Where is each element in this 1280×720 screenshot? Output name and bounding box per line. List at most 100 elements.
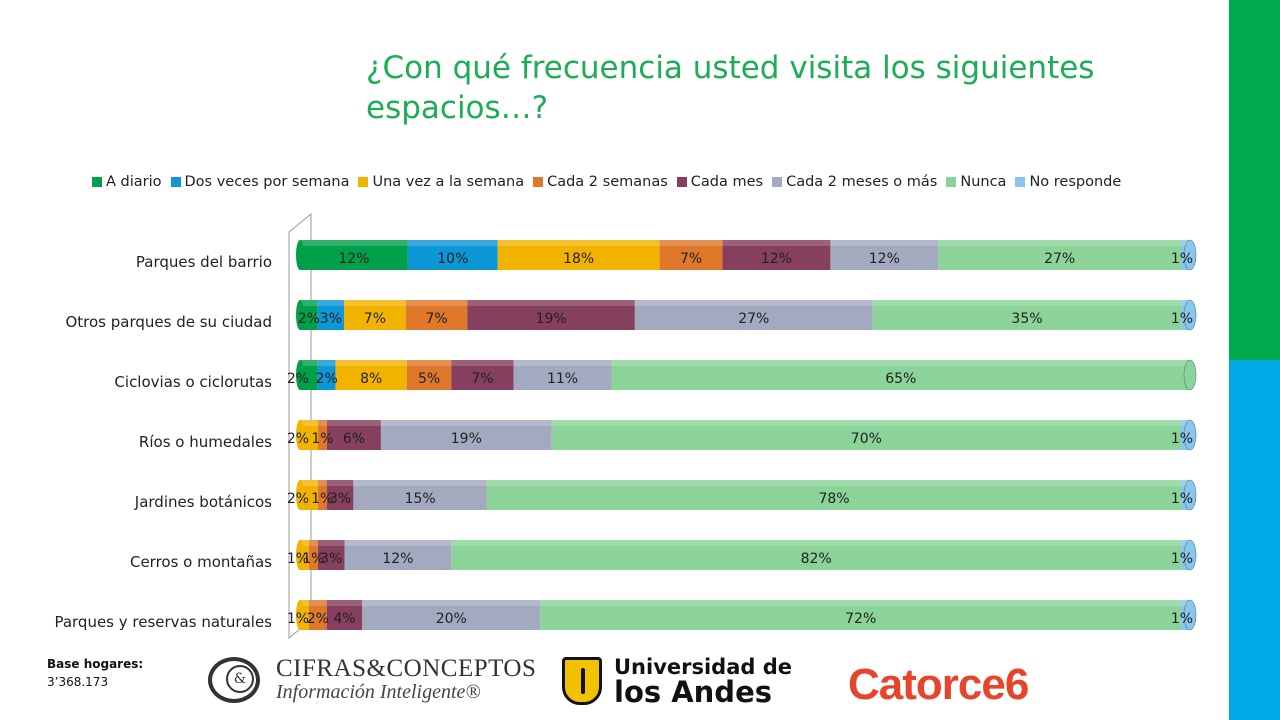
legend-label: Cada mes (690, 174, 764, 190)
data-label: 27% (1044, 251, 1075, 267)
bar-segment (344, 300, 406, 330)
data-label: 18% (563, 251, 594, 267)
data-label: 2% (287, 491, 309, 507)
side-band-blue (1229, 360, 1280, 720)
bar-highlight (405, 300, 468, 306)
bar-segment (326, 420, 381, 450)
data-label: 11% (547, 371, 578, 387)
bar-highlight (406, 360, 452, 366)
bar-end-cap (1183, 419, 1197, 451)
legend-item: Dos veces por semana (170, 174, 349, 190)
data-label: 82% (801, 551, 832, 567)
data-label: 2% (287, 431, 309, 447)
category-label: Ciclovias o ciclorutas (114, 373, 272, 391)
bar-segment (300, 360, 318, 390)
bar-highlight (300, 240, 408, 246)
bar-segment (300, 480, 318, 510)
legend-label: Nunca (960, 174, 1007, 190)
bar-highlight (467, 300, 635, 306)
cifras-logo-tagline: Información Inteligente® (276, 681, 481, 703)
bar-highlight (1181, 300, 1190, 306)
data-label: 15% (405, 491, 436, 507)
data-label: 1% (1171, 431, 1193, 447)
bar-end-cap (1183, 299, 1197, 331)
bar-segment (872, 300, 1182, 330)
bar-segment (308, 540, 318, 570)
bar-end-cap (1183, 539, 1197, 571)
bar-segment (406, 360, 452, 390)
bar-segment (938, 240, 1182, 270)
bar-highlight (486, 480, 1182, 486)
bar-segment (335, 360, 407, 390)
legend-label: No responde (1029, 174, 1122, 190)
data-label: 7% (680, 251, 702, 267)
bar-segment (467, 300, 635, 330)
bar-segment (317, 480, 327, 510)
base-label: Base hogares: (47, 657, 144, 671)
bar-highlight (451, 360, 514, 366)
data-label: 8% (360, 371, 382, 387)
bar-highlight (451, 540, 1182, 546)
data-label: 1% (302, 551, 324, 567)
cifras-ring-icon (208, 657, 260, 703)
category-label: Otros parques de su ciudad (65, 313, 272, 331)
bar-segment (634, 300, 873, 330)
data-label: 4% (333, 611, 355, 627)
legend-swatch (772, 177, 783, 187)
bar-start-cap (296, 360, 304, 390)
bar-segment (300, 420, 318, 450)
bar-highlight (344, 300, 406, 306)
legend-swatch (358, 177, 369, 187)
category-label: Parques del barrio (136, 253, 272, 271)
data-label: 1% (1171, 251, 1193, 267)
bar-segment (540, 600, 1182, 630)
bar-segment (317, 360, 336, 390)
legend-swatch (946, 177, 957, 187)
data-label: 12% (338, 251, 369, 267)
bar-highlight (344, 540, 452, 546)
cifras-logo-name: CIFRAS&CONCEPTOS (276, 655, 537, 682)
bar-highlight (300, 360, 318, 366)
bar-highlight (317, 300, 345, 306)
legend-label: Cada 2 semanas (547, 174, 668, 190)
bar-segment (326, 600, 363, 630)
bar-highlight (317, 360, 336, 366)
data-label: 20% (436, 611, 467, 627)
bar-highlight (1181, 240, 1190, 246)
bar-highlight (1181, 600, 1190, 606)
data-label: 1% (287, 551, 309, 567)
bar-highlight (830, 240, 939, 246)
bar-highlight (326, 480, 354, 486)
uniandes-shield-icon (562, 657, 602, 705)
legend-swatch (170, 177, 181, 187)
bar-highlight (353, 480, 487, 486)
category-label: Parques y reservas naturales (54, 613, 272, 631)
bar-segment (451, 540, 1182, 570)
data-label: 1% (1171, 491, 1193, 507)
bar-highlight (317, 540, 345, 546)
category-label: Ríos o humedales (139, 433, 272, 451)
bar-segment (300, 600, 309, 630)
legend-label: Cada 2 meses o más (786, 174, 938, 190)
legend-swatch (533, 177, 544, 187)
data-label: 19% (451, 431, 482, 447)
bar-highlight (335, 360, 407, 366)
bar-start-cap (296, 600, 304, 630)
data-label: 10% (437, 251, 468, 267)
data-label: 5% (418, 371, 440, 387)
bar-segment (362, 600, 541, 630)
bar-segment (300, 300, 318, 330)
base-value: 3’368.173 (47, 675, 109, 689)
bar-segment (308, 600, 327, 630)
chart-legend: A diario Dos veces por semana Una vez a la… (92, 172, 1130, 192)
data-label: 1% (311, 431, 333, 447)
bar-highlight (634, 300, 873, 306)
bar-highlight (308, 540, 318, 546)
uniandes-logo-line1: Universidad de (614, 655, 793, 679)
data-label: 12% (382, 551, 413, 567)
bar-segment (380, 420, 552, 450)
bar-highlight (540, 600, 1182, 606)
data-label: 1% (287, 611, 309, 627)
bar-highlight (300, 300, 318, 306)
legend-item: Cada 2 meses o más (772, 174, 937, 190)
